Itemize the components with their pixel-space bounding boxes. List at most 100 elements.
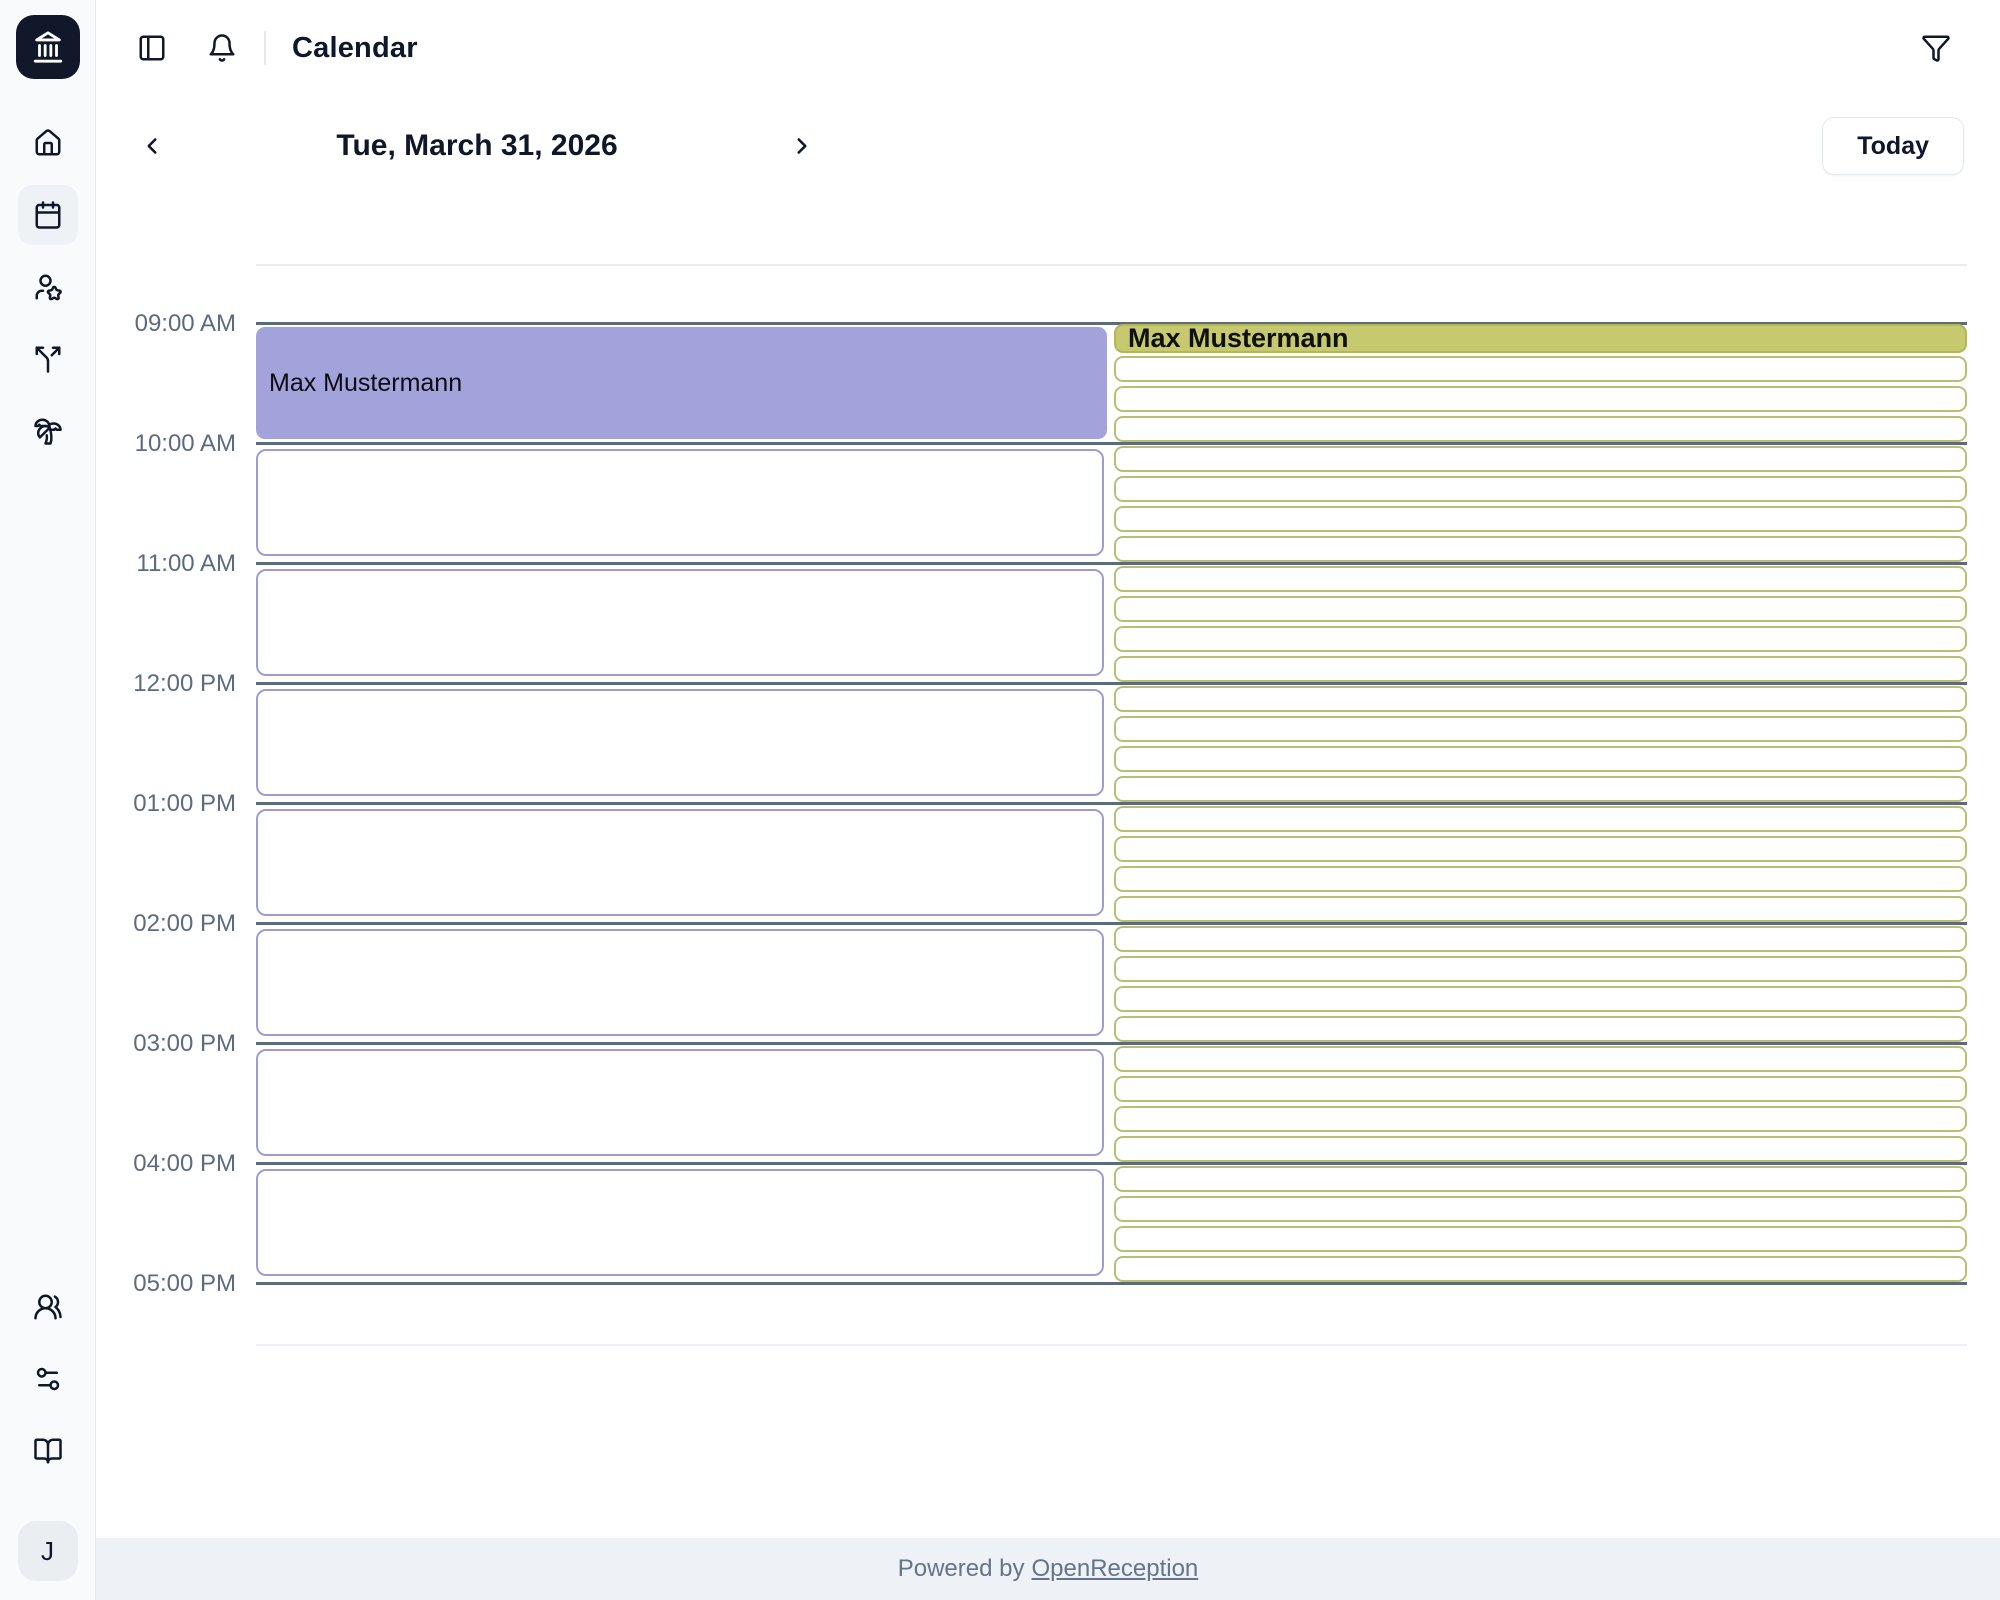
sidebar-item-home[interactable] (18, 113, 78, 173)
availability-slot[interactable] (1114, 806, 1967, 832)
availability-slot[interactable] (1114, 896, 1967, 922)
filter-button[interactable] (1916, 28, 1956, 68)
availability-slot[interactable] (1114, 446, 1967, 472)
user-star-icon (35, 274, 62, 301)
next-day-button[interactable] (782, 126, 822, 166)
time-label: 10:00 AM (134, 430, 236, 457)
hour-gridline (256, 1282, 1967, 1285)
user-avatar[interactable]: J (17, 1521, 78, 1581)
bell-icon (209, 34, 235, 62)
hour-gridline (256, 322, 1967, 325)
empty-hour-slot[interactable] (256, 569, 1104, 676)
availability-slot[interactable] (1114, 656, 1967, 682)
availability-slot[interactable] (1114, 356, 1967, 382)
hour-gridline (256, 1042, 1967, 1045)
empty-hour-slot[interactable] (256, 1169, 1104, 1276)
current-date-label: Tue, March 31, 2026 (336, 129, 618, 162)
calendar-bottom-border (256, 1344, 1967, 1346)
time-label: 11:00 AM (136, 550, 236, 577)
availability-slot[interactable] (1114, 1166, 1967, 1192)
appointment-event-title: Max Mustermann (269, 368, 463, 397)
availability-slot[interactable] (1114, 1076, 1967, 1102)
landmark-icon (33, 31, 62, 63)
footer-text: Powered by (897, 1555, 1025, 1582)
appointment-event[interactable]: Max Mustermann (256, 327, 1107, 439)
availability-slot[interactable] (1114, 776, 1967, 802)
split-icon (35, 346, 60, 373)
sidebar-item-staff[interactable] (18, 257, 78, 317)
availability-slot[interactable] (1114, 596, 1967, 622)
time-label: 05:00 PM (133, 1270, 236, 1297)
avatar-initial: J (41, 1535, 54, 1566)
home-icon (35, 129, 60, 156)
chevron-right-icon (797, 138, 807, 154)
availability-slot[interactable] (1114, 926, 1967, 952)
top-header: Calendar (96, 0, 2000, 96)
availability-slot[interactable] (1114, 476, 1967, 502)
availability-slot[interactable] (1114, 836, 1967, 862)
availability-slot[interactable] (1114, 626, 1967, 652)
availability-slot[interactable] (1114, 956, 1967, 982)
availability-slot[interactable] (1114, 416, 1967, 442)
date-navigation: Tue, March 31, 2026 Today (96, 114, 2000, 178)
availability-slot[interactable] (1114, 986, 1967, 1012)
availability-slot[interactable] (1114, 716, 1967, 742)
empty-hour-slot[interactable] (256, 689, 1104, 796)
availability-slot[interactable] (1114, 1106, 1967, 1132)
prev-day-button[interactable] (132, 126, 172, 166)
hour-gridline (256, 562, 1967, 565)
availability-slot[interactable] (1114, 386, 1967, 412)
page-title: Calendar (292, 31, 418, 64)
users-icon (33, 1294, 62, 1320)
availability-slot[interactable] (1114, 686, 1967, 712)
availability-slot[interactable] (1114, 1256, 1967, 1282)
hour-gridline (256, 682, 1967, 685)
sidebar-item-users[interactable] (18, 1277, 78, 1337)
notifications-button[interactable] (202, 28, 242, 68)
time-label: 09:00 AM (134, 310, 236, 337)
time-label: 03:00 PM (133, 1030, 236, 1057)
header-divider (264, 31, 266, 65)
today-button[interactable]: Today (1822, 117, 1964, 175)
footer: Powered by OpenReception (96, 1538, 2000, 1600)
sidebar-item-routing[interactable] (18, 329, 78, 389)
sidebar-item-docs[interactable] (18, 1421, 78, 1481)
availability-slot[interactable] (1114, 1196, 1967, 1222)
panel-toggle-button[interactable] (132, 28, 172, 68)
palm-tree-icon (33, 418, 62, 445)
availability-provider-label: Max Mustermann (1128, 324, 1349, 353)
main-area: Calendar Tue, March 31, 2026 Today 09:00… (96, 0, 2000, 1600)
hour-gridline (256, 922, 1967, 925)
availability-slot[interactable] (1114, 566, 1967, 592)
panel-left-icon (139, 35, 165, 61)
sidebar-item-settings[interactable] (18, 1349, 78, 1409)
sidebar-item-vacation[interactable] (18, 401, 78, 461)
time-label: 04:00 PM (133, 1150, 236, 1177)
availability-provider-slot[interactable]: Max Mustermann (1114, 324, 1967, 353)
hour-gridline (256, 1162, 1967, 1165)
availability-slot[interactable] (1114, 1226, 1967, 1252)
hour-gridline (256, 442, 1967, 445)
availability-slot[interactable] (1114, 1136, 1967, 1162)
empty-hour-slot[interactable] (256, 449, 1104, 556)
calendar-icon (35, 201, 60, 229)
availability-slot[interactable] (1114, 1016, 1967, 1042)
availability-slot[interactable] (1114, 536, 1967, 562)
availability-slot[interactable] (1114, 1046, 1967, 1072)
hour-gridline (256, 802, 1967, 805)
availability-slot[interactable] (1114, 746, 1967, 772)
time-label: 02:00 PM (133, 910, 236, 937)
calendar-top-border (256, 264, 1967, 266)
sliders-icon (36, 1367, 59, 1391)
footer-link[interactable]: OpenReception (1031, 1555, 1199, 1582)
app-logo[interactable] (15, 15, 80, 79)
sidebar-item-calendar[interactable] (17, 185, 78, 245)
empty-hour-slot[interactable] (256, 929, 1104, 1036)
sidebar: J (0, 0, 96, 1600)
chevron-left-icon (147, 138, 157, 154)
availability-slot[interactable] (1114, 506, 1967, 532)
availability-slot[interactable] (1114, 866, 1967, 892)
empty-hour-slot[interactable] (256, 1049, 1104, 1156)
empty-hour-slot[interactable] (256, 809, 1104, 916)
calendar-grid: 09:00 AM 10:00 AM 11:00 AM 12:00 PM 01:00 PM… (96, 0, 2000, 1600)
